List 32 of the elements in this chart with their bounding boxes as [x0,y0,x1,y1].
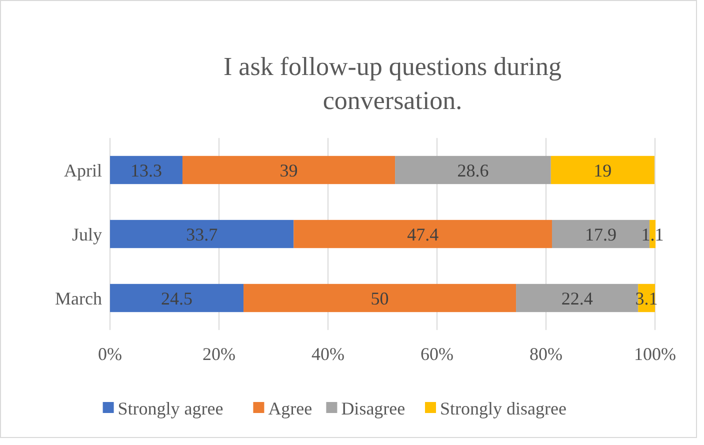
bar [110,220,294,248]
x-tick-label: 100% [634,344,676,364]
y-tick-label: April [64,160,102,180]
bar [244,284,516,312]
x-tick-label: 80% [530,344,562,364]
legend-label: Strongly disagree [440,398,566,418]
data-label: 33.7 [186,224,218,244]
data-label: 50 [370,288,389,308]
data-label: 17.9 [585,224,617,244]
bar [294,220,552,248]
data-label: 28.6 [457,160,489,180]
data-label: 22.4 [561,288,593,308]
data-label: 19 [594,160,612,180]
data-label: 47.4 [407,224,439,244]
data-label: 24.5 [161,288,193,308]
x-tick-label: 20% [202,344,236,364]
bar [110,284,244,312]
x-tick-label: 60% [420,344,454,364]
y-tick-label: July [72,224,102,244]
bar [395,156,551,184]
y-tick-label: March [55,288,102,308]
chart-title: I ask follow-up questions during conversation. [224,52,562,115]
legend-label: Agree [268,398,312,418]
legend-label: Disagree [341,398,406,418]
data-label: 13.3 [130,160,162,180]
data-label: 39 [280,160,298,180]
x-tick-label: 40% [312,344,344,364]
bar [182,156,396,184]
x-tick-label: 0% [98,344,122,364]
bar [110,156,182,184]
legend-label: Strongly agree [118,398,224,418]
bar [550,156,654,184]
